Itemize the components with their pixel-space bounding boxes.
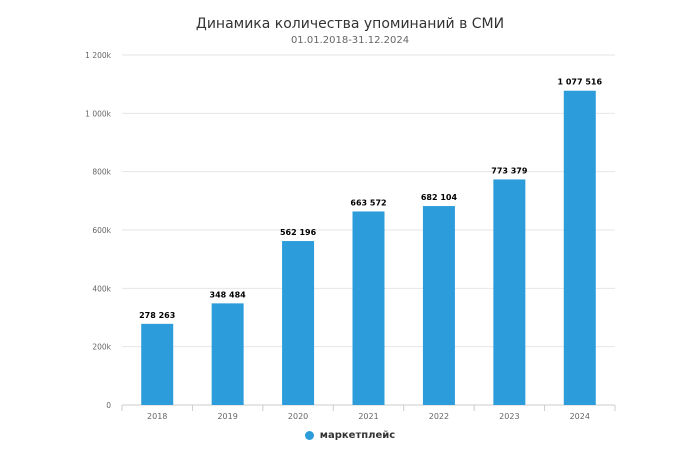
data-label: 348 484 — [210, 290, 247, 299]
data-label: 663 572 — [350, 198, 386, 207]
x-tick-label: 2022 — [429, 412, 449, 421]
y-tick-label: 800k — [92, 168, 111, 177]
y-tick-label: 1 000k — [85, 109, 111, 118]
chart-subtitle: 01.01.2018-31.12.2024 — [290, 35, 410, 46]
legend-marker — [304, 431, 314, 440]
bar — [211, 303, 244, 405]
x-tick-label: 2018 — [147, 412, 167, 421]
bar — [141, 323, 174, 405]
y-tick-label: 400k — [92, 284, 111, 293]
bar — [493, 179, 526, 405]
x-tick-label: 2019 — [217, 412, 237, 421]
data-label: 1 077 516 — [558, 78, 603, 87]
bar — [282, 241, 315, 405]
bar — [422, 206, 455, 405]
x-tick-label: 2021 — [358, 412, 378, 421]
y-tick-label: 600k — [92, 226, 111, 235]
y-tick-label: 200k — [92, 343, 111, 352]
data-label: 562 196 — [280, 228, 317, 237]
data-label: 682 104 — [421, 193, 458, 202]
x-tick-label: 2024 — [570, 412, 590, 421]
x-tick-label: 2023 — [499, 412, 519, 421]
y-tick-label: 1 200k — [85, 51, 111, 60]
legend[interactable]: маркетплейс — [0, 430, 700, 441]
x-tick-label: 2020 — [288, 412, 308, 421]
data-label: 278 263 — [139, 311, 175, 320]
data-label: 773 379 — [491, 166, 528, 175]
y-tick-label: 0 — [106, 401, 111, 410]
chart-title: Динамика количества упоминаний в СМИ — [195, 16, 505, 32]
bar — [563, 90, 596, 406]
bar — [352, 211, 385, 405]
legend-label: маркетплейс — [319, 430, 396, 441]
